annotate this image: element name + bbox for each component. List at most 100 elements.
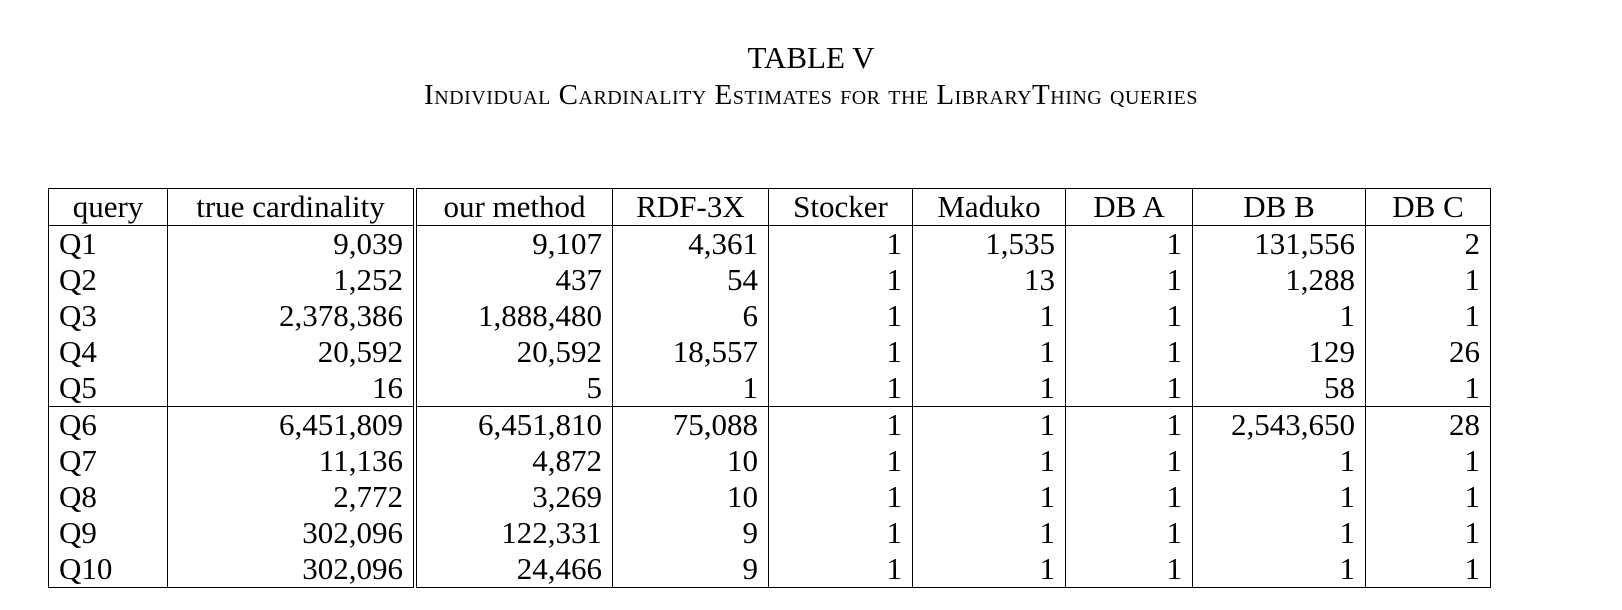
- header-db-a: DB A: [1065, 188, 1193, 226]
- cell-query: Q1: [48, 225, 168, 262]
- table-header-row: query true cardinality our method RDF-3X…: [48, 188, 1491, 226]
- table-row: Q1 9,039 9,107 4,361 1 1,535 1 131,556 2: [48, 225, 1491, 262]
- table-caption-subtitle: Individual Cardinality Estimates for the…: [424, 79, 1198, 111]
- header-db-c: DB C: [1365, 188, 1491, 226]
- table-row: Q5 16 5 1 1 1 1 58 1: [48, 370, 1491, 407]
- cell-maduko: 1: [912, 406, 1066, 443]
- cell-db-a: 1: [1065, 225, 1193, 262]
- cell-db-b: 1: [1192, 551, 1366, 588]
- cell-stocker: 1: [768, 406, 913, 443]
- cell-stocker: 1: [768, 298, 913, 334]
- cell-db-b: 1: [1192, 515, 1366, 551]
- cell-our-method: 1,888,480: [414, 298, 613, 334]
- cell-db-a: 1: [1065, 370, 1193, 407]
- cell-true-cardinality: 11,136: [167, 443, 417, 479]
- cell-our-method: 5: [414, 370, 613, 407]
- cell-db-b: 1: [1192, 298, 1366, 334]
- cell-query: Q8: [48, 479, 168, 515]
- cell-stocker: 1: [768, 370, 913, 407]
- table-caption-title: TABLE V: [747, 40, 875, 75]
- header-maduko: Maduko: [912, 188, 1066, 226]
- table-row: Q8 2,772 3,269 10 1 1 1 1 1: [48, 479, 1491, 515]
- cell-query: Q7: [48, 443, 168, 479]
- cell-rdf-3x: 10: [612, 443, 769, 479]
- cell-query: Q4: [48, 334, 168, 370]
- cell-rdf-3x: 1: [612, 370, 769, 407]
- cell-true-cardinality: 6,451,809: [167, 406, 417, 443]
- table-row: Q7 11,136 4,872 10 1 1 1 1 1: [48, 443, 1491, 479]
- table-body: Q1 9,039 9,107 4,361 1 1,535 1 131,556 2 Q2 1,252 4…: [48, 225, 1491, 588]
- cell-true-cardinality: 302,096: [167, 515, 417, 551]
- cell-db-c: 1: [1365, 515, 1491, 551]
- cell-db-a: 1: [1065, 479, 1193, 515]
- cell-our-method: 4,872: [414, 443, 613, 479]
- cell-maduko: 1: [912, 515, 1066, 551]
- cell-db-b: 1,288: [1192, 262, 1366, 298]
- header-rdf-3x: RDF-3X: [612, 188, 769, 226]
- cell-our-method: 437: [414, 262, 613, 298]
- cell-rdf-3x: 10: [612, 479, 769, 515]
- cell-true-cardinality: 16: [167, 370, 417, 407]
- cell-query: Q10: [48, 551, 168, 588]
- cell-maduko: 1: [912, 551, 1066, 588]
- header-our-method: our method: [414, 188, 613, 226]
- table-row: Q10 302,096 24,466 9 1 1 1 1 1: [48, 551, 1491, 588]
- cell-our-method: 3,269: [414, 479, 613, 515]
- header-query: query: [48, 188, 168, 226]
- cell-query: Q5: [48, 370, 168, 407]
- cardinality-table: query true cardinality our method RDF-3X…: [48, 188, 1491, 588]
- cell-query: Q9: [48, 515, 168, 551]
- cell-query: Q2: [48, 262, 168, 298]
- cell-db-c: 26: [1365, 334, 1491, 370]
- cell-db-c: 1: [1365, 370, 1491, 407]
- cell-true-cardinality: 20,592: [167, 334, 417, 370]
- cell-query: Q3: [48, 298, 168, 334]
- cell-rdf-3x: 9: [612, 551, 769, 588]
- cell-db-b: 1: [1192, 443, 1366, 479]
- cell-true-cardinality: 2,772: [167, 479, 417, 515]
- cell-db-a: 1: [1065, 298, 1193, 334]
- cell-db-b: 2,543,650: [1192, 406, 1366, 443]
- cell-stocker: 1: [768, 479, 913, 515]
- cell-our-method: 24,466: [414, 551, 613, 588]
- cell-stocker: 1: [768, 225, 913, 262]
- cell-db-b: 1: [1192, 479, 1366, 515]
- cell-db-c: 2: [1365, 225, 1491, 262]
- cell-db-a: 1: [1065, 334, 1193, 370]
- cell-db-b: 131,556: [1192, 225, 1366, 262]
- cell-db-c: 1: [1365, 443, 1491, 479]
- cell-our-method: 20,592: [414, 334, 613, 370]
- cell-true-cardinality: 9,039: [167, 225, 417, 262]
- cell-maduko: 1: [912, 479, 1066, 515]
- cell-db-c: 1: [1365, 262, 1491, 298]
- cell-db-a: 1: [1065, 443, 1193, 479]
- cell-maduko: 13: [912, 262, 1066, 298]
- cell-our-method: 9,107: [414, 225, 613, 262]
- table-row: Q9 302,096 122,331 9 1 1 1 1 1: [48, 515, 1491, 551]
- cell-maduko: 1: [912, 298, 1066, 334]
- cell-db-c: 28: [1365, 406, 1491, 443]
- cell-db-b: 58: [1192, 370, 1366, 407]
- table-row: Q3 2,378,386 1,888,480 6 1 1 1 1 1: [48, 298, 1491, 334]
- cell-maduko: 1: [912, 370, 1066, 407]
- cell-query: Q6: [48, 406, 168, 443]
- cell-db-b: 129: [1192, 334, 1366, 370]
- cell-db-c: 1: [1365, 551, 1491, 588]
- cell-true-cardinality: 1,252: [167, 262, 417, 298]
- cell-rdf-3x: 9: [612, 515, 769, 551]
- cell-db-a: 1: [1065, 262, 1193, 298]
- cell-maduko: 1: [912, 443, 1066, 479]
- cell-db-c: 1: [1365, 479, 1491, 515]
- header-stocker: Stocker: [768, 188, 913, 226]
- cell-our-method: 122,331: [414, 515, 613, 551]
- cell-stocker: 1: [768, 334, 913, 370]
- cell-rdf-3x: 54: [612, 262, 769, 298]
- header-db-b: DB B: [1192, 188, 1366, 226]
- cell-db-a: 1: [1065, 515, 1193, 551]
- header-true-cardinality: true cardinality: [167, 188, 417, 226]
- cell-true-cardinality: 302,096: [167, 551, 417, 588]
- cell-true-cardinality: 2,378,386: [167, 298, 417, 334]
- cell-our-method: 6,451,810: [414, 406, 613, 443]
- cell-stocker: 1: [768, 551, 913, 588]
- cell-rdf-3x: 75,088: [612, 406, 769, 443]
